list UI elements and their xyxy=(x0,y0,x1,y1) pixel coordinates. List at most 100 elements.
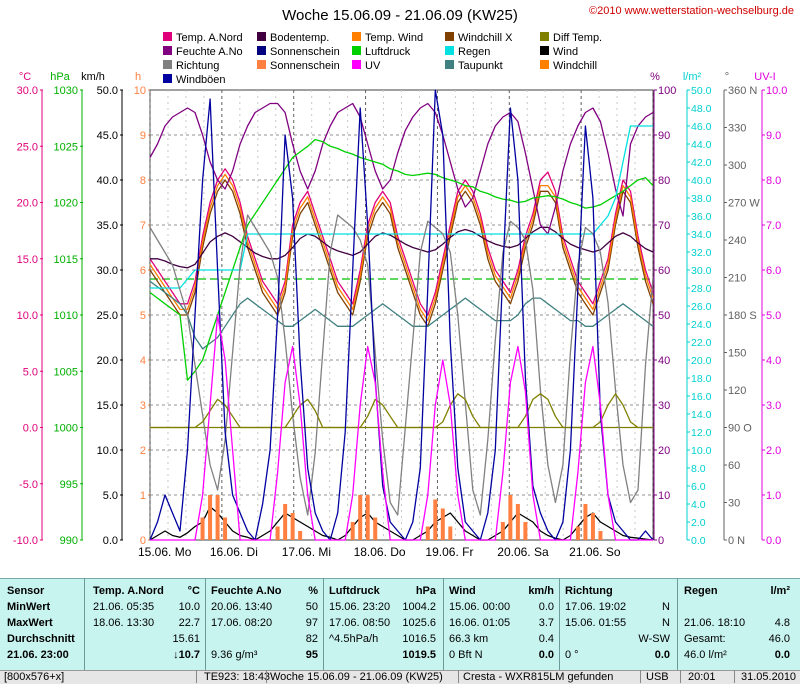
legend-label: Wind xyxy=(553,46,578,58)
legend-swatch xyxy=(540,60,549,69)
axis-tick-rain_lm2: 20.0 xyxy=(691,355,712,367)
status-size: [800x576+x] xyxy=(4,671,65,683)
sun-bar xyxy=(283,504,288,540)
axis-tick-direction_deg: 180 S xyxy=(728,310,757,322)
series-line-luftdruck xyxy=(149,138,654,381)
sun-bar xyxy=(448,526,453,540)
row-value: 1016.5 xyxy=(402,633,436,645)
row-label: MinWert xyxy=(7,601,51,613)
axis-tick-rain_lm2: 32.0 xyxy=(691,247,712,259)
axis-tick-humidity_pct: 80 xyxy=(658,175,670,187)
axis-tick-direction_deg: 300 xyxy=(728,160,746,172)
legend-swatch xyxy=(163,32,172,41)
axis-tick-direction_deg: 210 xyxy=(728,273,746,285)
legend-swatch xyxy=(352,46,361,55)
series-line-regen xyxy=(150,125,653,289)
series-line-richtung xyxy=(149,214,654,516)
row-value: 82 xyxy=(305,633,318,645)
sun-bar xyxy=(523,522,528,540)
row-time: 17.06. 19:02 xyxy=(565,601,627,613)
axis-tick-uv: 3.0 xyxy=(766,400,781,412)
axis-tick-temp_c: 5.0 xyxy=(23,366,38,378)
axis-tick-rain_lm2: 24.0 xyxy=(691,319,712,331)
axis-tick-rain_lm2: 42.0 xyxy=(691,157,712,169)
axis-tick-temp_c: -5.0 xyxy=(19,479,38,491)
row-value: 3.7 xyxy=(538,617,554,629)
legend-label: Feuchte A.No xyxy=(176,46,243,58)
x-tick-label: 18.06. Do xyxy=(354,545,406,559)
sun-bar xyxy=(500,522,505,540)
axis-tick-sun_h: 5 xyxy=(140,310,146,322)
row-value: 0.0 xyxy=(654,649,670,661)
axis-tick-rain_lm2: 8.0 xyxy=(691,463,706,475)
legend-label: Temp. A.Nord xyxy=(176,32,243,44)
row-time: 46.0 l/m² xyxy=(684,649,727,661)
axis-tick-humidity_pct: 100 xyxy=(658,85,676,97)
legend-swatch xyxy=(540,32,549,41)
status-week: Woche 15.06.09 - 21.06.09 (KW25) xyxy=(270,671,443,683)
sun-bar xyxy=(515,504,520,540)
legend-swatch xyxy=(445,46,454,55)
series-line-wind xyxy=(149,506,654,541)
axis-tick-rain_lm2: 40.0 xyxy=(691,175,712,187)
row-label: Durchschnitt xyxy=(7,633,75,645)
series-line-temp-wind xyxy=(149,173,654,322)
axis-tick-pressure_hpa: 1000 xyxy=(54,423,78,435)
legend-label: Temp. Wind xyxy=(365,32,423,44)
sun-bar xyxy=(200,517,205,540)
axis-tick-temp_c: 0.0 xyxy=(23,423,38,435)
axis-tick-direction_deg: 270 W xyxy=(728,198,760,210)
sun-bar xyxy=(215,495,220,540)
sun-bar xyxy=(350,522,355,540)
axis-tick-pressure_hpa: 1030 xyxy=(54,85,78,97)
legend-swatch xyxy=(352,60,361,69)
legend-label: Taupunkt xyxy=(458,60,503,72)
row-time: 66.3 km xyxy=(449,633,489,645)
axis-tick-sun_h: 1 xyxy=(140,490,146,502)
axis-unit-temp_c: °C xyxy=(19,71,31,83)
status-te: TE923: 18:43 xyxy=(204,671,271,683)
x-tick-label: 20.06. Sa xyxy=(497,545,549,559)
axis-tick-sun_h: 4 xyxy=(140,355,146,367)
row-value: 0.4 xyxy=(538,633,554,645)
axis-tick-wind_kmh: 40.0 xyxy=(97,175,118,187)
axis-tick-pressure_hpa: 1020 xyxy=(54,198,78,210)
legend-label: Regen xyxy=(458,46,490,58)
x-tick-label: 19.06. Fr xyxy=(425,545,473,559)
legend-swatch xyxy=(163,74,172,83)
sun-bar xyxy=(575,526,580,540)
legend-swatch xyxy=(445,32,454,41)
x-tick-label: 17.06. Mi xyxy=(282,545,331,559)
axis-tick-temp_c: -10.0 xyxy=(13,535,38,547)
axis-tick-uv: 4.0 xyxy=(766,355,781,367)
axis-tick-direction_deg: 150 xyxy=(728,348,746,360)
row-time: 17.06. 08:20 xyxy=(211,617,273,629)
axis-tick-rain_lm2: 50.0 xyxy=(691,85,712,97)
axis-tick-rain_lm2: 26.0 xyxy=(691,301,712,313)
group-unit: l/m² xyxy=(770,585,790,597)
series-line-temp-a-nord xyxy=(149,168,654,316)
axis-tick-rain_lm2: 4.0 xyxy=(691,499,706,511)
axis-tick-temp_c: 20.0 xyxy=(17,198,38,210)
row-value: 1025.6 xyxy=(402,617,436,629)
group-header: Temp. A.Nord xyxy=(93,585,164,597)
axis-tick-rain_lm2: 48.0 xyxy=(691,103,712,115)
sun-bar xyxy=(365,495,370,540)
sun-bar xyxy=(208,495,213,540)
sun-bar xyxy=(223,517,228,540)
axis-tick-pressure_hpa: 995 xyxy=(60,479,78,491)
sun-bar xyxy=(583,504,588,540)
axis-unit-uv: UV-I xyxy=(754,71,775,83)
axis-tick-wind_kmh: 10.0 xyxy=(97,445,118,457)
row-time: 20.06. 13:40 xyxy=(211,601,273,613)
axis-tick-sun_h: 8 xyxy=(140,175,146,187)
row-time: 17.06. 08:50 xyxy=(329,617,391,629)
axis-tick-direction_deg: 0 N xyxy=(728,535,745,547)
series-line-feuchte-a-no xyxy=(149,102,654,235)
row-value: 0.0 xyxy=(774,649,790,661)
legend-label: Windböen xyxy=(176,74,226,86)
axis-tick-sun_h: 9 xyxy=(140,130,146,142)
axis-tick-uv: 5.0 xyxy=(766,310,781,322)
axis-tick-humidity_pct: 0 xyxy=(658,535,664,547)
group-unit: km/h xyxy=(528,585,554,597)
